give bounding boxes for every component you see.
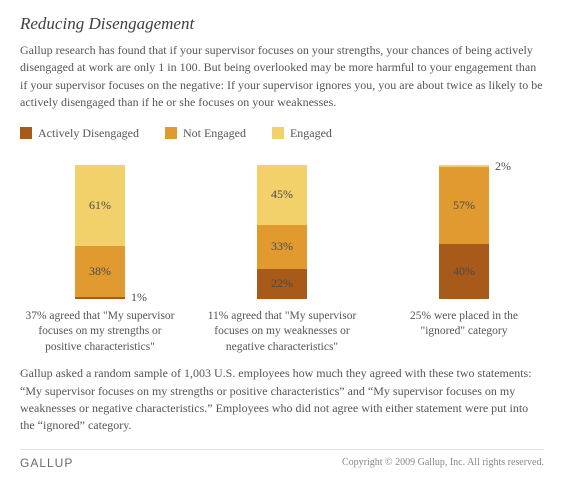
chart-column: 22% 33% 45% 11% agreed that "My supervisor …	[202, 159, 362, 356]
bar-segment: 38%	[75, 246, 125, 297]
legend-item: Actively Disengaged	[20, 126, 139, 141]
bar-segment: 45%	[257, 165, 307, 225]
bar-segment: 61%	[75, 165, 125, 247]
page-title: Reducing Disengagement	[20, 14, 544, 34]
bar-segment: 33%	[257, 225, 307, 269]
column-caption: 37% agreed that "My supervisor focuses o…	[20, 309, 180, 356]
segment-value-label: 45%	[271, 187, 293, 202]
segment-value-label: 22%	[271, 276, 293, 291]
segment-value-label: 40%	[453, 264, 475, 279]
legend-item: Engaged	[272, 126, 332, 141]
segment-value-label: 61%	[89, 198, 111, 213]
bar-wrap: 1% 38% 61%	[75, 159, 125, 299]
segment-value-label: 1%	[131, 290, 147, 305]
column-caption: 25% were placed in the "ignored" categor…	[384, 309, 544, 340]
bar-segment: 40%	[439, 244, 489, 298]
segment-value-label: 57%	[453, 198, 475, 213]
chart-column: 40% 57% 2% 25% were placed in the "ignored"…	[384, 159, 544, 356]
chart-column: 1% 38% 61% 37% agreed that "My supervisor f…	[20, 159, 180, 356]
bar-segment: 57%	[439, 167, 489, 244]
bar-segment: 2%	[439, 165, 489, 168]
bar-segment: 1%	[75, 297, 125, 298]
stacked-bar: 40% 57% 2%	[439, 165, 489, 299]
legend-label: Engaged	[290, 126, 332, 141]
legend-label: Not Engaged	[183, 126, 246, 141]
column-caption: 11% agreed that "My supervisor focuses o…	[202, 309, 362, 356]
segment-value-label: 38%	[89, 264, 111, 279]
bar-wrap: 40% 57% 2%	[439, 159, 489, 299]
legend: Actively Disengaged Not Engaged Engaged	[20, 126, 544, 141]
footnote-text: Gallup asked a random sample of 1,003 U.…	[20, 365, 544, 435]
legend-item: Not Engaged	[165, 126, 246, 141]
stacked-bar: 22% 33% 45%	[257, 165, 307, 299]
legend-swatch	[272, 127, 284, 139]
copyright-text: Copyright © 2009 Gallup, Inc. All rights…	[342, 457, 544, 468]
bar-segment: 22%	[257, 269, 307, 298]
legend-label: Actively Disengaged	[38, 126, 139, 141]
legend-swatch	[20, 127, 32, 139]
legend-swatch	[165, 127, 177, 139]
intro-text: Gallup research has found that if your s…	[20, 42, 544, 112]
stacked-bar: 1% 38% 61%	[75, 165, 125, 299]
segment-value-label: 2%	[495, 159, 511, 174]
brand-logo: GALLUP	[20, 456, 73, 470]
chart-area: 1% 38% 61% 37% agreed that "My supervisor f…	[20, 159, 544, 356]
segment-value-label: 33%	[271, 239, 293, 254]
footer: GALLUP Copyright © 2009 Gallup, Inc. All…	[20, 449, 544, 470]
bar-wrap: 22% 33% 45%	[257, 159, 307, 299]
